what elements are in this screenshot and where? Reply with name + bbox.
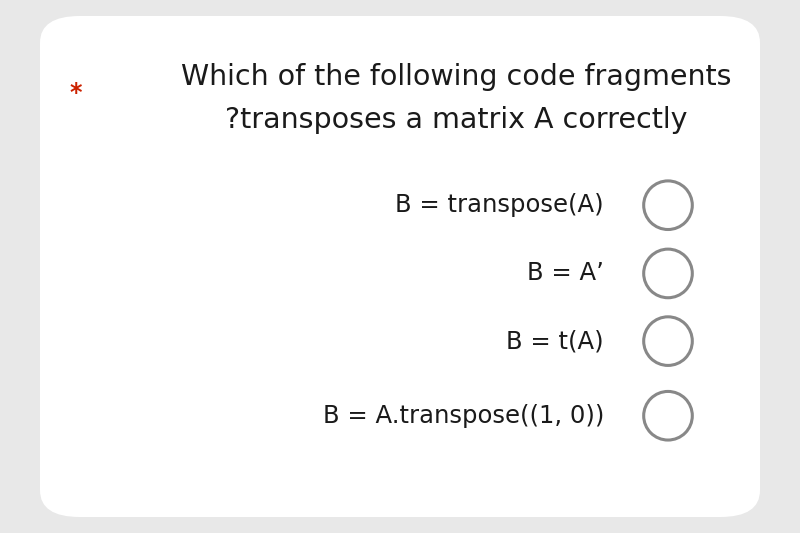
Text: B = A’: B = A’: [527, 261, 604, 286]
Point: [662, 337, 674, 345]
FancyBboxPatch shape: [40, 16, 760, 517]
Text: B = transpose(A): B = transpose(A): [395, 193, 604, 217]
Point: [662, 201, 674, 209]
Text: B = t(A): B = t(A): [506, 329, 604, 353]
Text: *: *: [70, 81, 82, 106]
Text: ?transposes a matrix A correctly: ?transposes a matrix A correctly: [225, 106, 687, 134]
Point: [662, 411, 674, 420]
Text: Which of the following code fragments: Which of the following code fragments: [181, 63, 731, 91]
Text: B = A.transpose((1, 0)): B = A.transpose((1, 0)): [322, 403, 604, 428]
Point: [662, 269, 674, 278]
